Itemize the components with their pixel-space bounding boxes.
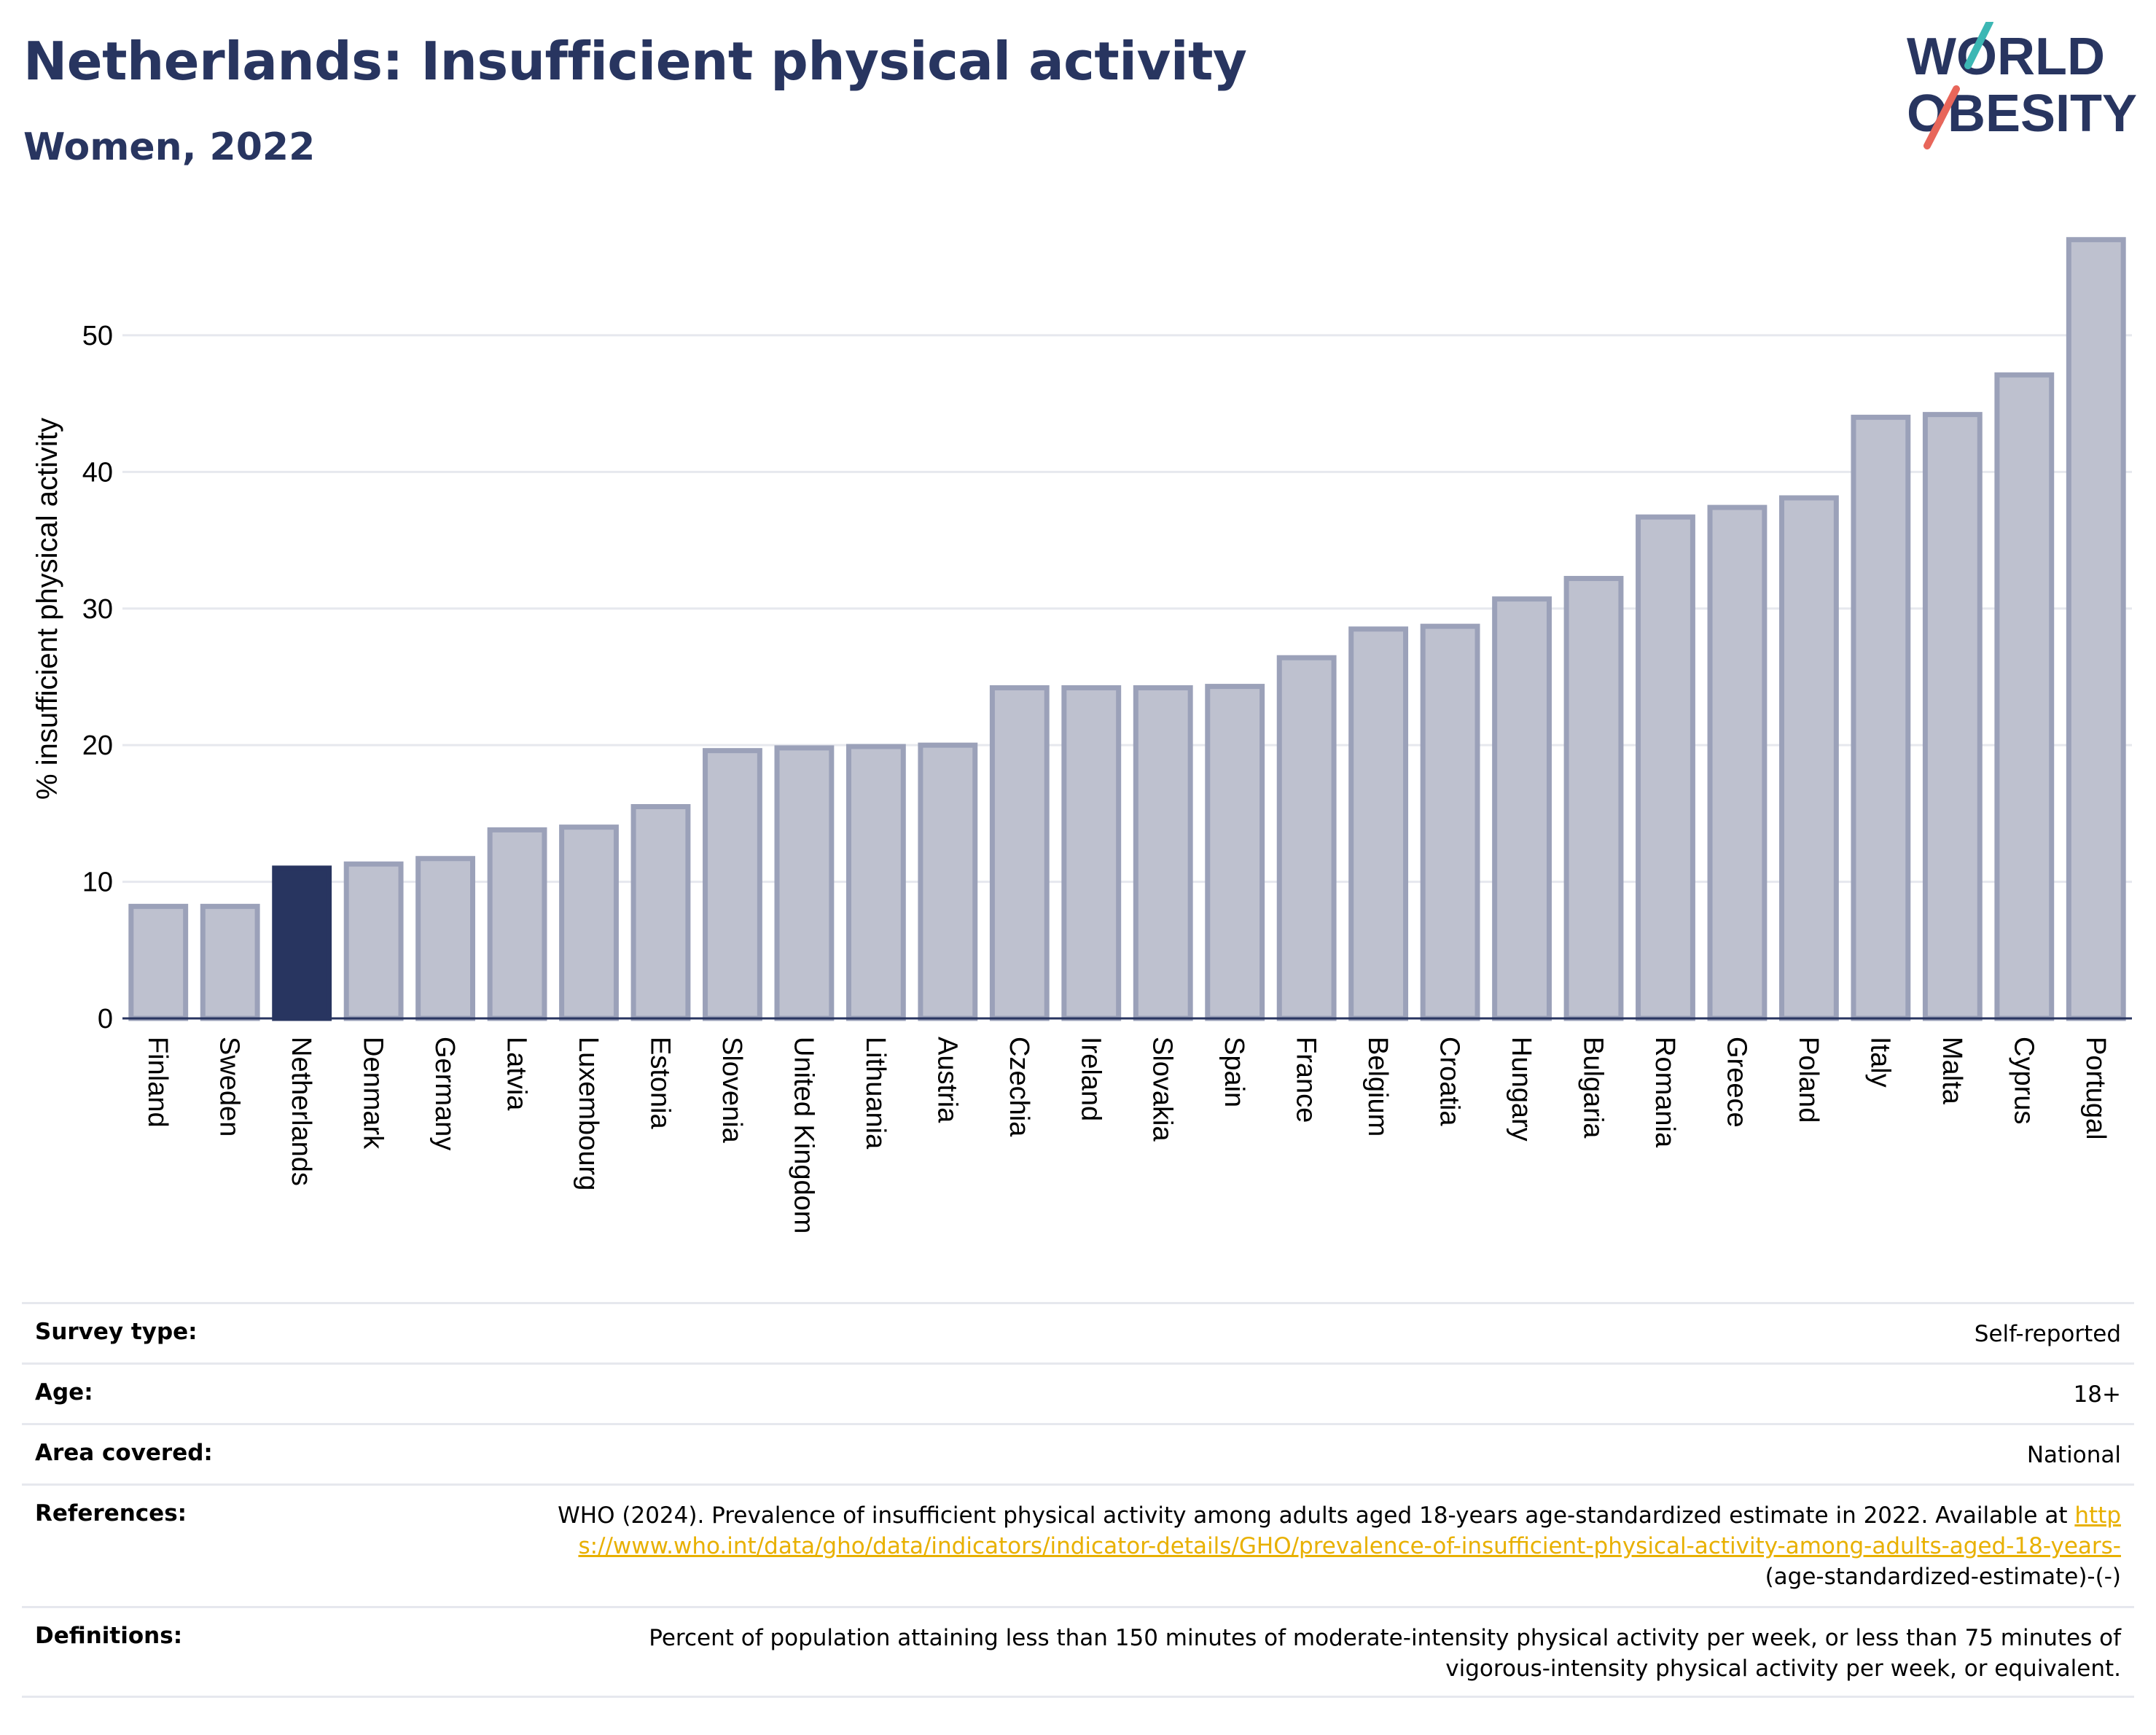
x-tick-label: Poland [1793, 1037, 1824, 1123]
x-tick-label: Austria [931, 1037, 962, 1123]
x-tick-label: Greece [1721, 1037, 1751, 1128]
x-tick-label: Hungary [1506, 1037, 1536, 1142]
bar-portugal [2066, 237, 2126, 1021]
x-tick-label: Germany [429, 1037, 460, 1150]
reference-suffix: (age-standardized-estimate)-(-) [1765, 1564, 2121, 1590]
bar-slovenia [703, 748, 762, 1021]
x-tick-label: Portugal [2080, 1037, 2111, 1140]
info-row-references: References: WHO (2024). Prevalence of in… [22, 1483, 2134, 1606]
bar-spain [1205, 684, 1265, 1021]
bar-hungary [1492, 596, 1552, 1021]
x-tick-label: Croatia [1434, 1037, 1465, 1126]
x-tick-label: Belgium [1362, 1037, 1393, 1136]
bar-sweden [200, 903, 260, 1021]
x-tick-label: Italy [1864, 1037, 1895, 1088]
bar-slovakia [1133, 685, 1193, 1021]
bar-ireland [1061, 685, 1122, 1021]
x-tick-label: Finland [142, 1037, 173, 1128]
bar-cyprus [1994, 372, 2055, 1021]
x-tick-label: Denmark [358, 1037, 388, 1150]
logo-slash-teal [1964, 22, 1993, 69]
page-subtitle: Women, 2022 [23, 125, 316, 169]
info-label: Age: [35, 1379, 93, 1405]
page-title: Netherlands: Insufficient physical activ… [23, 31, 1247, 92]
y-tick-label: 40 [82, 457, 113, 488]
axes: 0 10 20 30 40 50 Finland Sweden Netherlands Denma… [82, 321, 2132, 1233]
y-tick-label: 10 [82, 868, 113, 898]
bar-denmark [343, 861, 404, 1021]
bar-netherlands [272, 865, 332, 1021]
bar-austria [918, 742, 978, 1021]
y-tick-label: 0 [98, 1004, 113, 1034]
bar-italy [1851, 414, 1911, 1021]
x-tick-label: Lithuania [860, 1037, 891, 1150]
x-tick-label: Latvia [501, 1037, 532, 1111]
y-tick-label: 20 [82, 730, 113, 761]
info-label: Survey type: [35, 1319, 198, 1345]
x-tick-label: Romania [1649, 1037, 1680, 1148]
bar-greece [1707, 504, 1768, 1021]
info-value: Percent of population attaining less tha… [649, 1625, 2121, 1682]
x-tick-label: Netherlands [286, 1037, 316, 1186]
bar-romania [1636, 514, 1695, 1021]
info-label: Area covered: [35, 1440, 213, 1466]
bar-latvia [487, 827, 547, 1021]
metadata-table: Survey type: Self-reported Age: 18+ Area… [22, 1302, 2134, 1698]
info-row-definitions: Definitions: Percent of population attai… [22, 1606, 2134, 1698]
y-tick-label: 30 [82, 594, 113, 625]
x-tick-label: Czechia [1004, 1037, 1034, 1137]
x-tick-label: Slovenia [716, 1037, 747, 1144]
x-tick-label: Ireland [1075, 1037, 1106, 1121]
x-tick-label: Slovakia [1147, 1037, 1178, 1142]
info-label: References: [35, 1500, 187, 1527]
world-obesity-logo: WORLD OBESITY [1907, 22, 2137, 149]
bars [128, 237, 2126, 1021]
bar-belgium [1348, 626, 1409, 1021]
x-tick-label: Luxembourg [573, 1037, 604, 1190]
bar-czechia [989, 685, 1050, 1021]
info-value: 18+ [2073, 1381, 2121, 1408]
y-tick-label: 50 [82, 321, 113, 351]
logo-text-world: WORLD [1907, 28, 2105, 86]
bar-chart: 0 10 20 30 40 50 Finland Sweden Netherlands Denma… [31, 237, 2132, 1233]
references-text: WHO (2024). Prevalence of insufficient p… [554, 1500, 2121, 1592]
y-axis-label: % insufficient physical activity [31, 418, 63, 800]
x-tick-label: Sweden [214, 1037, 245, 1136]
x-tick-label: Spain [1219, 1037, 1249, 1107]
x-tick-label: United Kingdom [788, 1037, 819, 1233]
info-row-age: Age: 18+ [22, 1362, 2134, 1423]
bar-croatia [1420, 623, 1480, 1021]
x-tick-label: Malta [1937, 1037, 1967, 1105]
bar-malta [1922, 412, 1983, 1021]
bar-estonia [630, 804, 691, 1021]
reference-link[interactable]: https://www.who.int/data/gho/data/indica… [578, 1502, 2121, 1559]
x-tick-label: Estonia [644, 1037, 675, 1130]
bar-poland [1778, 495, 1839, 1021]
info-row-survey-type: Survey type: Self-reported [22, 1302, 2134, 1362]
x-tick-label: Bulgaria [1578, 1037, 1609, 1139]
info-label: Definitions: [35, 1623, 183, 1649]
info-row-area-covered: Area covered: National [22, 1423, 2134, 1483]
bar-united-kingdom [774, 745, 835, 1021]
bar-bulgaria [1563, 576, 1624, 1021]
bar-germany [415, 856, 476, 1021]
bar-luxembourg [559, 824, 619, 1021]
bar-france [1276, 655, 1337, 1021]
info-value: Self-reported [1974, 1321, 2121, 1347]
x-tick-label: France [1291, 1037, 1321, 1123]
bar-lithuania [845, 744, 906, 1021]
logo-slash-coral [1923, 85, 1960, 149]
bar-finland [128, 903, 189, 1021]
x-tick-label: Cyprus [2008, 1037, 2039, 1124]
info-value: National [2026, 1442, 2121, 1468]
reference-citation: WHO (2024). Prevalence of insufficient p… [558, 1502, 2068, 1529]
